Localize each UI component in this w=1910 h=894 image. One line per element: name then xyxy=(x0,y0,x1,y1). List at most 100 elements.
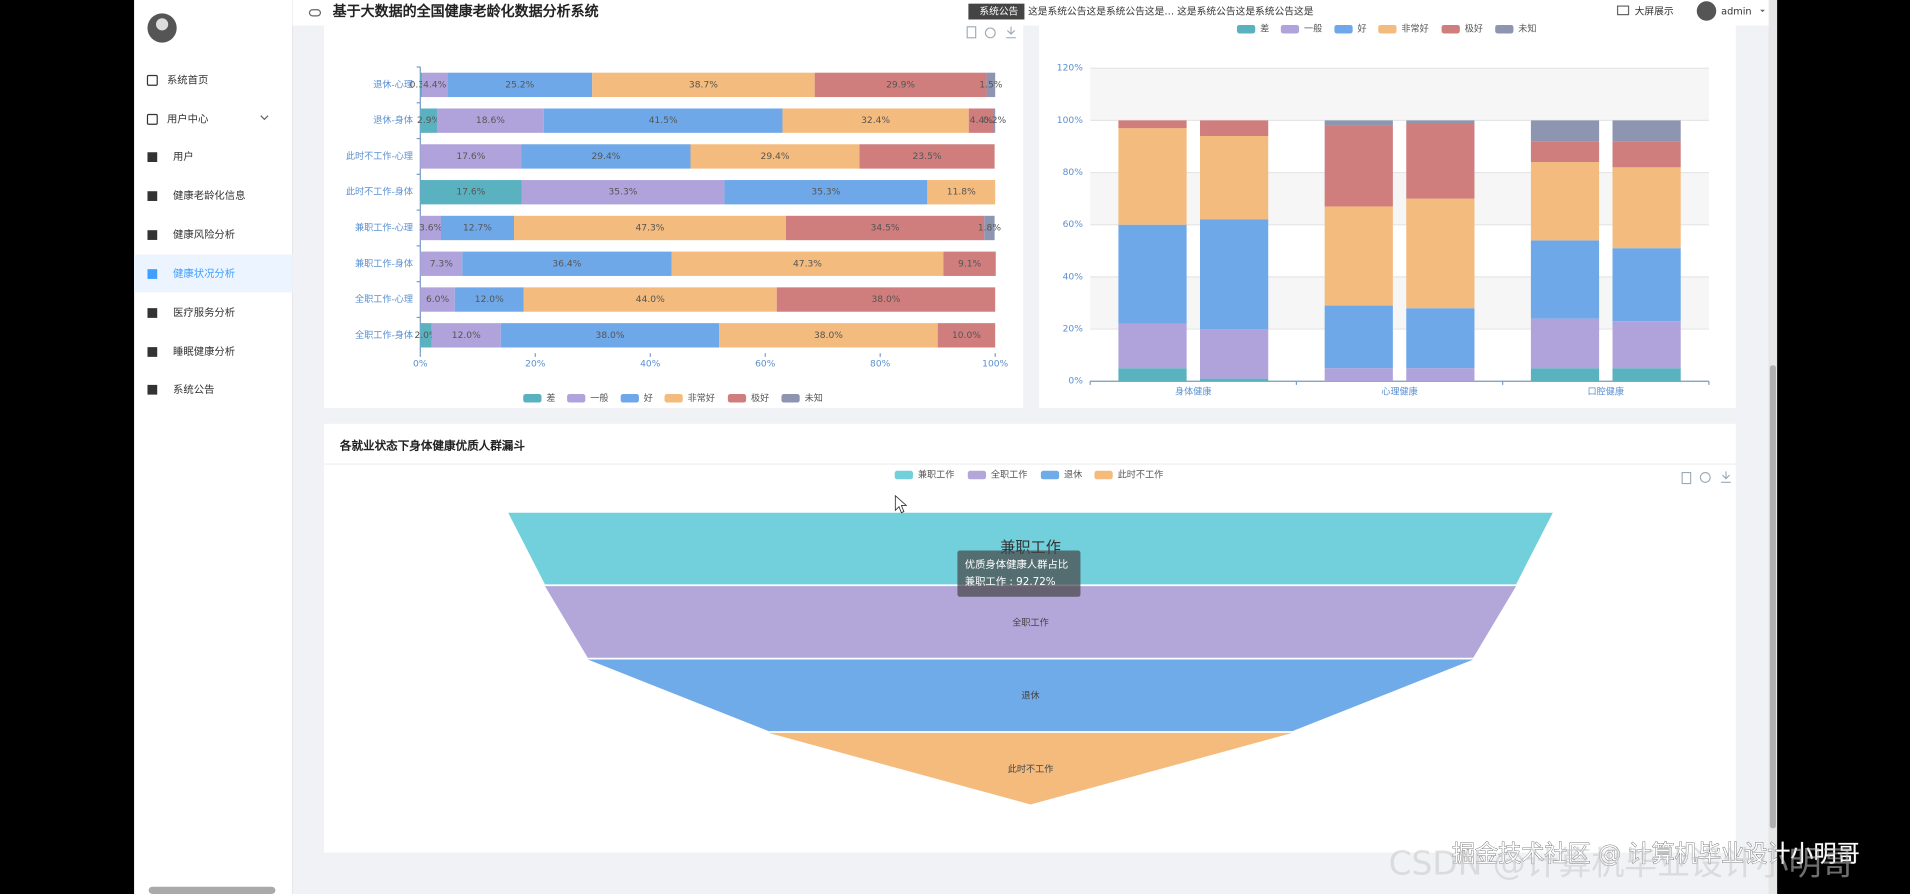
bar-segment xyxy=(1406,122,1475,199)
data-label: 0.3% xyxy=(410,80,434,90)
screen-link[interactable]: 大屏展示 xyxy=(1635,5,1674,18)
y-tick-label: 全职工作-心理 xyxy=(355,293,413,305)
screen-icon[interactable] xyxy=(1616,5,1630,16)
data-label: 1.5% xyxy=(979,80,1003,90)
data-label: 12.0% xyxy=(475,295,504,305)
y-tick-label: 此时不工作-心理 xyxy=(346,150,413,162)
page-scroll-thumb[interactable] xyxy=(1769,365,1776,829)
data-label: 3.6% xyxy=(419,223,443,233)
legend-swatch xyxy=(664,394,683,403)
notice-badge xyxy=(968,3,1025,20)
bar-segment xyxy=(420,72,423,98)
bar-segment xyxy=(454,287,524,312)
bar-segment xyxy=(690,144,860,169)
menu-icon xyxy=(147,230,158,240)
system-title: 基于大数据的全国健康老龄化数据分析系统 xyxy=(333,3,599,20)
bar-segment xyxy=(1118,224,1187,324)
tooltip-text: 兼职工作 : 92.72% xyxy=(965,575,1056,588)
data-label: 34.5% xyxy=(871,223,900,233)
bar-segment xyxy=(1530,120,1600,142)
menu-icon xyxy=(146,113,158,125)
menu-item[interactable]: 睡眠健康分析 xyxy=(173,345,235,358)
bar-segment xyxy=(1324,125,1393,207)
bar-segment xyxy=(441,215,515,241)
legend-label: 极好 xyxy=(1465,23,1483,35)
menu-item[interactable]: 系统公告 xyxy=(173,383,214,396)
tool-save[interactable] xyxy=(1006,26,1016,39)
x-tick-label: 80% xyxy=(870,360,891,370)
bar-segment xyxy=(420,144,522,169)
tool-data-view[interactable] xyxy=(1681,472,1692,485)
y-tick-label: 80% xyxy=(1063,168,1084,178)
submenu-caret xyxy=(260,115,269,121)
bar-segment xyxy=(514,215,786,241)
data-label: 18.6% xyxy=(476,116,505,126)
menu-item[interactable]: 系统首页 xyxy=(167,73,208,86)
legend-swatch xyxy=(1040,470,1060,480)
bar-segment xyxy=(1118,323,1187,369)
bar-segment xyxy=(1118,368,1187,382)
data-label: 12.0% xyxy=(452,331,481,341)
split-area xyxy=(1090,68,1709,121)
data-label: 29.4% xyxy=(591,152,620,162)
funnel-segment xyxy=(768,732,1293,805)
x-tick-label: 20% xyxy=(525,360,546,370)
data-label: 25.2% xyxy=(505,80,534,90)
legend-label: 一般 xyxy=(590,392,608,404)
toolbox xyxy=(966,26,1731,485)
user-name[interactable]: admin xyxy=(1721,7,1752,18)
bar-segment xyxy=(1530,368,1600,382)
menu-item[interactable]: 健康状况分析 xyxy=(173,267,235,280)
bar-segment xyxy=(521,180,725,205)
collapse-icon[interactable] xyxy=(308,9,322,17)
menu-icon xyxy=(147,347,158,357)
data-label: 1.8% xyxy=(978,223,1002,233)
bar-segment xyxy=(1324,305,1393,369)
bar-segment xyxy=(1406,198,1475,309)
active-menu-bg xyxy=(134,254,293,293)
menu-item[interactable]: 用户中心 xyxy=(167,112,208,125)
data-label: 6.0% xyxy=(426,295,450,305)
tool-restore[interactable] xyxy=(984,27,996,39)
menu-item[interactable]: 用户 xyxy=(173,150,194,163)
menu-item[interactable]: 医疗服务分析 xyxy=(173,306,235,319)
bar-segment xyxy=(1530,162,1600,241)
legend-label: 一般 xyxy=(1304,23,1322,35)
bar-segment xyxy=(1200,378,1269,382)
legend-label: 差 xyxy=(546,392,555,404)
bar-segment xyxy=(1406,120,1475,123)
data-label: 47.3% xyxy=(635,223,664,233)
bar-segment xyxy=(420,287,455,312)
legend-label: 差 xyxy=(1260,23,1269,35)
bar-segment xyxy=(523,287,777,312)
bar-segment xyxy=(1612,167,1681,249)
bar-segment xyxy=(1118,128,1187,225)
x-tick-label: 100% xyxy=(982,360,1008,370)
menu-item[interactable]: 健康老龄化信息 xyxy=(173,189,245,202)
bar-segment xyxy=(1530,240,1600,319)
bar-segment xyxy=(994,108,996,133)
data-label: 35.3% xyxy=(608,188,637,198)
funnel-segment xyxy=(544,586,1517,658)
legend-swatch xyxy=(1378,24,1397,34)
tool-restore[interactable] xyxy=(1699,472,1711,483)
menu-icon xyxy=(147,191,158,201)
legend-label: 兼职工作 xyxy=(918,469,955,481)
bar-segment xyxy=(859,144,995,169)
bar-segment xyxy=(431,323,501,348)
menu-icon xyxy=(147,384,158,395)
x-tick-label: 心理健康 xyxy=(1381,386,1417,398)
watermark: 掘金技术社区 @ 计算机毕业设计小明哥 xyxy=(1452,842,1860,868)
y-tick-label: 退休-身体 xyxy=(373,114,413,126)
menu-item[interactable]: 健康风险分析 xyxy=(173,228,235,241)
notice-text: 这是系统公告这是系统公告这是… 这是系统公告这是系统公告这是 xyxy=(1028,5,1314,18)
tool-save[interactable] xyxy=(1721,471,1731,483)
bar-segment xyxy=(1612,248,1681,322)
y-tick-label: 兼职工作-身体 xyxy=(355,257,413,269)
watermark: CSDN @计算机毕业设计小明哥 xyxy=(1389,843,1855,882)
tool-data-view[interactable] xyxy=(966,26,977,39)
split-area xyxy=(1090,172,1709,225)
header xyxy=(292,0,1769,26)
bar-segment xyxy=(1118,120,1187,129)
